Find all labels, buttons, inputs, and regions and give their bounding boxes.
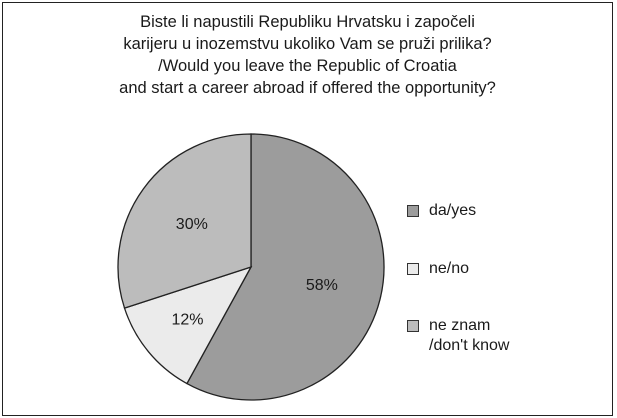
chart-title: Biste li napustili Republiku Hrvatsku i … — [3, 11, 612, 99]
slice-label-1: 58% — [306, 277, 338, 294]
pie-slices — [117, 133, 385, 401]
pie-slice-1 — [186, 133, 385, 401]
title-line-3: /Would you leave the Republic of Croatia — [158, 57, 457, 75]
title-line-1: Biste li napustili Republiku Hrvatsku i … — [140, 13, 475, 31]
pie-slice-labels: 58% 12% 30% — [171, 216, 337, 329]
legend-swatch-2 — [407, 263, 419, 275]
pie-slice-3 — [117, 133, 252, 309]
title-line-4: and start a career abroad if offered the… — [119, 79, 496, 97]
pie-chart: 58% 12% 30% — [117, 133, 385, 401]
slice-label-3: 30% — [176, 216, 208, 233]
pie-slice-2 — [123, 265, 253, 385]
legend-label-3: ne znam /don't know — [429, 317, 510, 354]
legend-swatch-1 — [407, 205, 419, 217]
title-line-2: karijeru u inozemstvu ukoliko Vam se pru… — [123, 35, 492, 53]
legend-swatch-3 — [407, 320, 419, 332]
legend-label-1: da/yes — [429, 202, 477, 219]
legend-label-2: ne/no — [429, 260, 470, 277]
slice-label-2: 12% — [171, 312, 203, 329]
